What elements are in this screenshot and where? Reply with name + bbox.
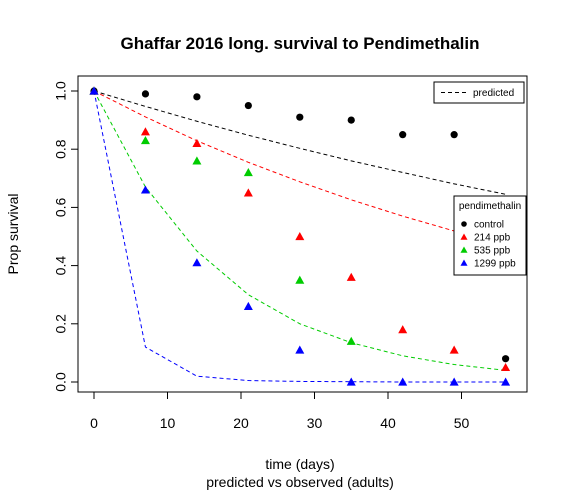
group-legend-box: [453, 195, 527, 276]
point-535-ppb-day-35: [346, 336, 356, 345]
point-control-day-28: [296, 113, 304, 121]
observed-points: [89, 86, 511, 386]
x-tick-label-40: 40: [380, 415, 396, 431]
y-tick-label-1: 0.2: [53, 314, 69, 334]
point-1299-ppb-day-7: [140, 185, 150, 194]
x-tick-label-10: 10: [160, 415, 176, 431]
x-tick-label-20: 20: [233, 415, 249, 431]
predicted-legend: predicted: [433, 81, 525, 104]
predicted-line-1299-ppb: [93, 90, 506, 383]
legend-label-214-ppb: 214 ppb: [474, 233, 511, 244]
point-214-ppb-day-49: [449, 345, 459, 354]
y-axis: 0.0 0.2 0.4 0.6 0.8 1.0: [53, 81, 79, 392]
predicted-legend-label: predicted: [473, 88, 514, 99]
point-control-day-56: [502, 355, 510, 363]
x-axis-label: time (days): [265, 456, 334, 472]
chart-title: Ghaffar 2016 long. survival to Pendimeth…: [121, 34, 480, 53]
point-control-day-14: [193, 93, 201, 101]
predicted-line-control: [93, 90, 506, 195]
legend-marker-1299-ppb: [460, 259, 468, 266]
point-214-ppb-day-42: [398, 325, 408, 334]
point-control-day-21: [244, 101, 252, 110]
point-control-day-35: [347, 116, 355, 124]
point-214-ppb-day-7: [140, 127, 150, 136]
point-control-day-7: [141, 90, 150, 98]
point-214-ppb-day-28: [295, 232, 305, 241]
point-535-ppb-day-28: [295, 275, 305, 284]
predicted-lines: [93, 90, 506, 383]
predicted-line-214-ppb: [93, 90, 506, 245]
group-legend: pendimethalin control 214 ppb 535 ppb 1299 …: [453, 195, 527, 276]
point-1299-ppb-day-21: [243, 301, 253, 310]
legend-label-1299-ppb: 1299 ppb: [474, 259, 516, 270]
x-tick-label-0: 0: [90, 415, 98, 431]
y-tick-label-5: 1.0: [53, 81, 69, 101]
predicted-line-535-ppb: [93, 90, 506, 371]
point-214-ppb-day-56: [501, 362, 511, 372]
point-1299-ppb-day-35: [346, 377, 356, 386]
legend-label-535-ppb: 535 ppb: [474, 246, 511, 257]
y-axis-label: Prop survival: [5, 194, 21, 275]
point-1299-ppb-day-28: [295, 345, 305, 354]
point-1299-ppb-day-14: [192, 258, 202, 267]
y-tick-label-2: 0.4: [53, 256, 69, 276]
point-214-ppb-day-21: [243, 188, 253, 197]
point-1299-ppb-day-49: [449, 377, 459, 386]
y-tick-label-3: 0.6: [53, 197, 69, 217]
x-axis: 0 10 20 30 40 50: [90, 391, 470, 431]
point-535-ppb-day-14: [192, 156, 202, 165]
point-1299-ppb-day-0: [89, 86, 99, 95]
point-535-ppb-day-7: [140, 135, 150, 145]
chart-subtitle: predicted vs observed (adults): [206, 474, 394, 490]
legend-marker-214-ppb: [460, 233, 468, 240]
point-214-ppb-day-14: [192, 138, 202, 147]
group-legend-title: pendimethalin: [459, 201, 521, 212]
legend-marker-control: [461, 221, 467, 227]
point-control-day-42: [399, 131, 407, 139]
point-535-ppb-day-21: [243, 167, 253, 177]
point-control-day-49: [450, 131, 458, 139]
x-tick-label-30: 30: [307, 415, 323, 431]
legend-label-control: control: [474, 220, 504, 231]
y-tick-label-4: 0.8: [53, 139, 69, 159]
point-214-ppb-day-35: [346, 272, 356, 281]
point-1299-ppb-day-56: [501, 377, 511, 386]
legend-marker-535-ppb: [460, 246, 468, 253]
point-1299-ppb-day-42: [398, 377, 408, 386]
x-tick-label-50: 50: [454, 415, 470, 431]
predicted-legend-box: [433, 81, 525, 104]
y-tick-label-0: 0.0: [53, 372, 69, 392]
